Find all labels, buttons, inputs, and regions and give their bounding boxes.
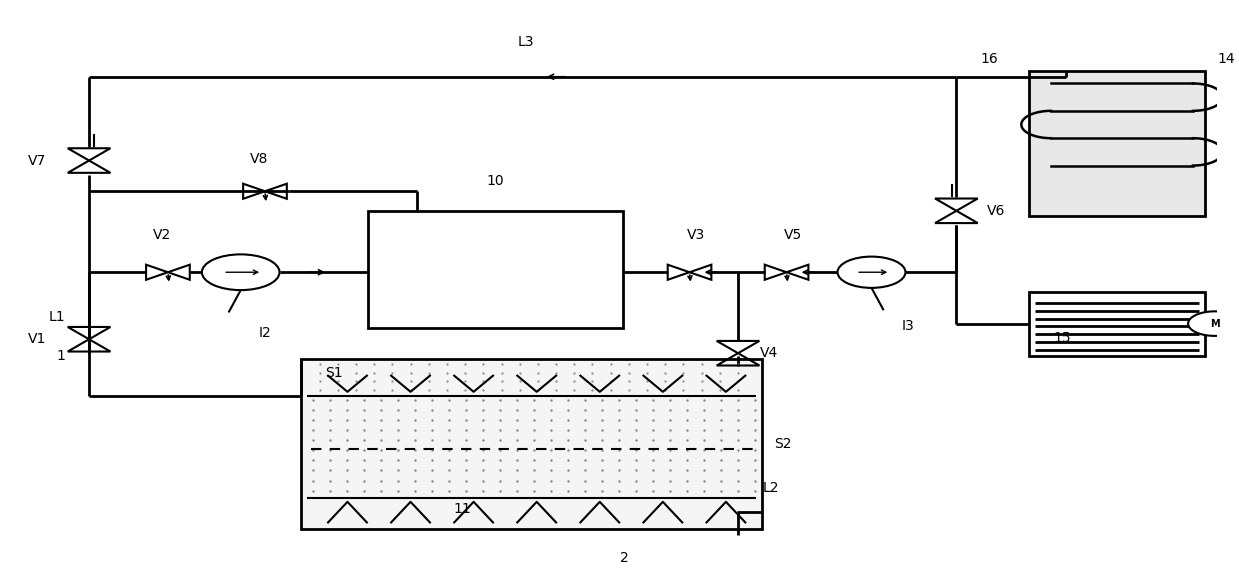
Text: V1: V1	[28, 332, 47, 346]
FancyBboxPatch shape	[1030, 71, 1206, 216]
Text: 2: 2	[620, 551, 628, 566]
Text: 15: 15	[1053, 331, 1070, 345]
Text: I3: I3	[902, 319, 914, 332]
Circle shape	[202, 255, 280, 290]
Text: V6: V6	[986, 204, 1005, 218]
Circle shape	[838, 257, 906, 288]
FancyBboxPatch shape	[1030, 292, 1206, 356]
FancyBboxPatch shape	[368, 211, 623, 328]
Text: M: M	[1211, 319, 1219, 329]
Text: V3: V3	[686, 228, 705, 241]
Text: L2: L2	[762, 482, 779, 495]
Text: 16: 16	[980, 51, 999, 66]
Text: 11: 11	[453, 502, 472, 516]
Circle shape	[1188, 311, 1239, 336]
Text: L3: L3	[518, 35, 534, 49]
Text: 1: 1	[56, 349, 64, 363]
Text: V8: V8	[250, 152, 268, 166]
Text: S1: S1	[326, 366, 343, 379]
Text: L1: L1	[48, 310, 64, 324]
Text: V7: V7	[28, 153, 47, 168]
Text: 14: 14	[1217, 51, 1235, 66]
Text: V2: V2	[152, 228, 171, 241]
Text: I2: I2	[259, 327, 271, 340]
Text: S2: S2	[774, 437, 792, 451]
Text: V4: V4	[760, 346, 778, 360]
FancyBboxPatch shape	[301, 359, 762, 529]
Text: V5: V5	[783, 228, 802, 241]
Text: 10: 10	[487, 174, 504, 188]
